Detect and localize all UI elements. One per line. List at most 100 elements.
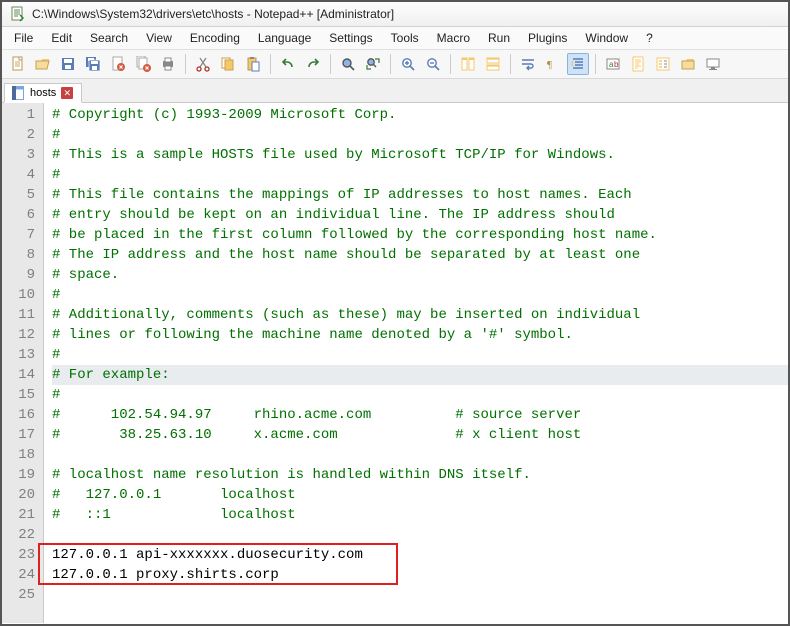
- code-line[interactable]: # Additionally, comments (such as these)…: [52, 305, 788, 325]
- sync-v-button[interactable]: [457, 53, 479, 75]
- wordwrap-button[interactable]: [517, 53, 539, 75]
- code-area[interactable]: # Copyright (c) 1993-2009 Microsoft Corp…: [44, 103, 788, 623]
- print-icon: [160, 56, 176, 72]
- monitor-icon: [705, 56, 721, 72]
- func-list-button[interactable]: [652, 53, 674, 75]
- code-line[interactable]: #: [52, 125, 788, 145]
- menu-plugins[interactable]: Plugins: [520, 29, 575, 47]
- code-line[interactable]: #: [52, 345, 788, 365]
- cut-button[interactable]: [192, 53, 214, 75]
- paste-icon: [245, 56, 261, 72]
- menu-file[interactable]: File: [6, 29, 41, 47]
- code-line[interactable]: [52, 585, 788, 605]
- toolbar-separator: [390, 54, 391, 74]
- zoom-in-icon: [400, 56, 416, 72]
- zoom-in-button[interactable]: [397, 53, 419, 75]
- doc-map-button[interactable]: [627, 53, 649, 75]
- tab-close-icon[interactable]: ✕: [61, 87, 73, 99]
- zoom-out-icon: [425, 56, 441, 72]
- toolbar-separator: [450, 54, 451, 74]
- menu-edit[interactable]: Edit: [43, 29, 80, 47]
- code-line[interactable]: # be placed in the first column followed…: [52, 225, 788, 245]
- code-line[interactable]: 127.0.0.1 proxy.shirts.corp: [52, 565, 788, 585]
- menu-language[interactable]: Language: [250, 29, 319, 47]
- tab-hosts[interactable]: hosts ✕: [4, 83, 82, 103]
- line-number: 12: [6, 325, 35, 345]
- sync-h-button[interactable]: [482, 53, 504, 75]
- menu-run[interactable]: Run: [480, 29, 518, 47]
- code-line[interactable]: # entry should be kept on an individual …: [52, 205, 788, 225]
- svg-text:¶: ¶: [547, 59, 552, 71]
- find-button[interactable]: [337, 53, 359, 75]
- print-button[interactable]: [157, 53, 179, 75]
- menu-settings[interactable]: Settings: [321, 29, 380, 47]
- line-number: 14: [6, 365, 35, 385]
- code-line[interactable]: # lines or following the machine name de…: [52, 325, 788, 345]
- line-number: 25: [6, 585, 35, 605]
- code-line[interactable]: [52, 445, 788, 465]
- undo-button[interactable]: [277, 53, 299, 75]
- cut-icon: [195, 56, 211, 72]
- open-file-button[interactable]: [32, 53, 54, 75]
- sync-v-icon: [460, 56, 476, 72]
- find-icon: [340, 56, 356, 72]
- all-chars-button[interactable]: ¶: [542, 53, 564, 75]
- folder-button[interactable]: [677, 53, 699, 75]
- code-line[interactable]: # Copyright (c) 1993-2009 Microsoft Corp…: [52, 105, 788, 125]
- indent-guide-button[interactable]: [567, 53, 589, 75]
- paste-button[interactable]: [242, 53, 264, 75]
- code-line[interactable]: # For example:: [52, 365, 788, 385]
- line-number: 15: [6, 385, 35, 405]
- line-number: 1: [6, 105, 35, 125]
- func-list-icon: [655, 56, 671, 72]
- svg-text:b: b: [614, 60, 619, 69]
- code-line[interactable]: # ::1 localhost: [52, 505, 788, 525]
- monitor-button[interactable]: [702, 53, 724, 75]
- code-line[interactable]: #: [52, 165, 788, 185]
- menu-macro[interactable]: Macro: [429, 29, 478, 47]
- code-line[interactable]: # This is a sample HOSTS file used by Mi…: [52, 145, 788, 165]
- menu-q[interactable]: ?: [638, 29, 661, 47]
- editor[interactable]: 1234567891011121314151617181920212223242…: [2, 103, 788, 623]
- code-line[interactable]: #: [52, 385, 788, 405]
- line-number: 2: [6, 125, 35, 145]
- code-line[interactable]: # space.: [52, 265, 788, 285]
- close-all-button[interactable]: [132, 53, 154, 75]
- code-line[interactable]: # localhost name resolution is handled w…: [52, 465, 788, 485]
- new-file-button[interactable]: [7, 53, 29, 75]
- close-button[interactable]: [107, 53, 129, 75]
- titlebar: C:\Windows\System32\drivers\etc\hosts - …: [2, 2, 788, 27]
- save-button[interactable]: [57, 53, 79, 75]
- menu-tools[interactable]: Tools: [383, 29, 427, 47]
- menu-window[interactable]: Window: [577, 29, 636, 47]
- code-line[interactable]: # This file contains the mappings of IP …: [52, 185, 788, 205]
- code-line[interactable]: # 102.54.94.97 rhino.acme.com # source s…: [52, 405, 788, 425]
- line-number: 7: [6, 225, 35, 245]
- line-number: 21: [6, 505, 35, 525]
- save-all-button[interactable]: [82, 53, 104, 75]
- sync-h-icon: [485, 56, 501, 72]
- code-line[interactable]: # The IP address and the host name shoul…: [52, 245, 788, 265]
- code-line[interactable]: # 127.0.0.1 localhost: [52, 485, 788, 505]
- zoom-out-button[interactable]: [422, 53, 444, 75]
- folder-icon: [680, 56, 696, 72]
- redo-icon: [305, 56, 321, 72]
- code-line[interactable]: 127.0.0.1 api-xxxxxxx.duosecurity.com: [52, 545, 788, 565]
- open-file-icon: [35, 56, 51, 72]
- menu-encoding[interactable]: Encoding: [182, 29, 248, 47]
- copy-button[interactable]: [217, 53, 239, 75]
- menu-search[interactable]: Search: [82, 29, 136, 47]
- line-number: 13: [6, 345, 35, 365]
- lang-button[interactable]: ab: [602, 53, 624, 75]
- line-number: 16: [6, 405, 35, 425]
- new-file-icon: [10, 56, 26, 72]
- line-number: 3: [6, 145, 35, 165]
- code-line[interactable]: #: [52, 285, 788, 305]
- line-number: 19: [6, 465, 35, 485]
- code-line[interactable]: # 38.25.63.10 x.acme.com # x client host: [52, 425, 788, 445]
- menu-view[interactable]: View: [138, 29, 180, 47]
- redo-button[interactable]: [302, 53, 324, 75]
- code-line[interactable]: [52, 525, 788, 545]
- line-number: 17: [6, 425, 35, 445]
- replace-button[interactable]: [362, 53, 384, 75]
